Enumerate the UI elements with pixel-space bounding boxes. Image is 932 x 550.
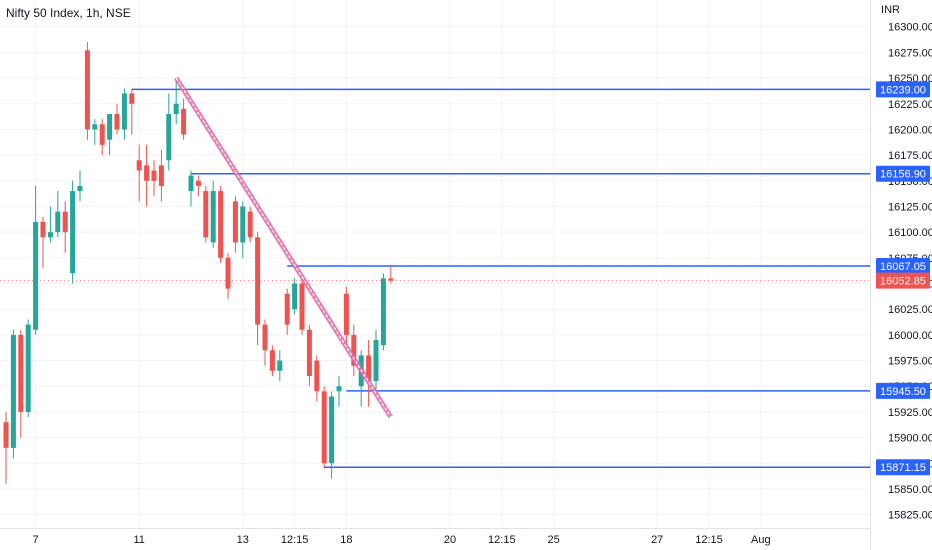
candle-up — [70, 191, 76, 274]
candle-up — [166, 114, 172, 161]
candle-down — [62, 211, 68, 233]
level-price-label: 16239.00 — [880, 84, 926, 96]
candle-down — [388, 278, 394, 281]
currency-label: INR — [881, 4, 900, 16]
level-price-tag — [876, 258, 930, 275]
level-price-label: 15871.15 — [880, 462, 926, 474]
level-price-label: 15945.50 — [880, 386, 926, 398]
candle-down — [314, 360, 320, 392]
candle-up — [336, 386, 342, 392]
candle-down — [129, 93, 135, 104]
candle-up — [210, 191, 216, 243]
candle-up — [107, 114, 113, 140]
y-tick-label: 16100.00 — [888, 227, 932, 239]
x-tick-label: 20 — [444, 534, 456, 546]
candle-down — [262, 324, 268, 351]
candle-down — [136, 160, 142, 171]
y-tick-label: 16175.00 — [888, 150, 932, 162]
y-tick-label: 16125.00 — [888, 201, 932, 213]
level-price-tag — [876, 382, 930, 399]
candle-up — [380, 278, 386, 346]
y-tick-label: 16025.00 — [888, 304, 932, 316]
candle-down — [343, 293, 349, 335]
x-tick-label: 25 — [547, 534, 559, 546]
y-tick-label: 16275.00 — [888, 47, 932, 59]
candle-up — [47, 232, 53, 238]
y-tick-label: 15925.00 — [888, 407, 932, 419]
x-tick-label: 13 — [237, 534, 249, 546]
candle-up — [373, 340, 379, 382]
candle-down — [247, 211, 253, 238]
candle-down — [306, 329, 312, 376]
candle-up — [277, 360, 283, 371]
level-price-label: 16156.90 — [880, 169, 926, 181]
candle-up — [240, 206, 246, 243]
candle-down — [255, 237, 261, 325]
candle-down — [40, 221, 46, 238]
chart-title: Nifty 50 Index, 1h, NSE — [6, 6, 131, 20]
y-tick-label: 16225.00 — [888, 99, 932, 111]
last-price-label: 16052.85 — [880, 276, 926, 288]
candle-down — [321, 391, 327, 464]
y-tick-label: 16000.00 — [888, 330, 932, 342]
candle-down — [269, 350, 275, 371]
x-tick-label: 12:15 — [281, 534, 309, 546]
y-tick-label: 15975.00 — [888, 356, 932, 368]
candle-down — [366, 355, 372, 382]
candle-up — [55, 211, 61, 233]
candle-down — [99, 124, 105, 145]
candle-down — [151, 170, 157, 181]
last-price-tag — [876, 272, 930, 289]
candle-down — [203, 191, 209, 238]
x-tick-label: 7 — [33, 534, 39, 546]
level-price-tag — [876, 81, 930, 98]
candle-down — [284, 293, 290, 325]
candle-down — [225, 257, 231, 289]
candle-down — [181, 108, 187, 135]
candle-up — [173, 103, 179, 115]
candle-up — [25, 324, 31, 412]
x-tick-label: 12:15 — [488, 534, 516, 546]
level-price-label: 16067.05 — [880, 261, 926, 273]
candle-up — [292, 283, 298, 310]
candle-down — [351, 334, 357, 366]
candle-down — [158, 165, 164, 186]
candle-up — [92, 124, 98, 130]
candle-up — [329, 396, 335, 464]
level-price-tag — [876, 459, 930, 476]
x-tick-label: 12:15 — [695, 534, 723, 546]
candle-down — [18, 334, 24, 412]
y-tick-label: 15850.00 — [888, 484, 932, 496]
candle-down — [218, 191, 224, 258]
x-tick-label: 27 — [651, 534, 663, 546]
y-tick-label: 16300.00 — [888, 22, 932, 34]
trendline-inner — [175, 77, 392, 418]
candle-down — [144, 165, 150, 181]
candle-down — [232, 201, 238, 243]
x-tick-label: Aug — [751, 534, 771, 546]
y-tick-label: 15825.00 — [888, 510, 932, 522]
candle-up — [188, 175, 194, 192]
x-tick-label: 11 — [133, 534, 144, 546]
candle-down — [195, 180, 201, 186]
candle-up — [33, 221, 39, 330]
candle-down — [3, 422, 9, 448]
y-tick-label: 15900.00 — [888, 433, 932, 445]
x-tick-label: 18 — [340, 534, 352, 546]
candle-up — [77, 185, 83, 192]
level-price-tag — [876, 165, 930, 182]
candle-down — [299, 283, 305, 330]
candle-up — [10, 334, 16, 448]
candle-down — [114, 114, 120, 130]
candle-up — [121, 93, 127, 130]
y-tick-label: 16200.00 — [888, 124, 932, 136]
candle-down — [84, 50, 90, 130]
